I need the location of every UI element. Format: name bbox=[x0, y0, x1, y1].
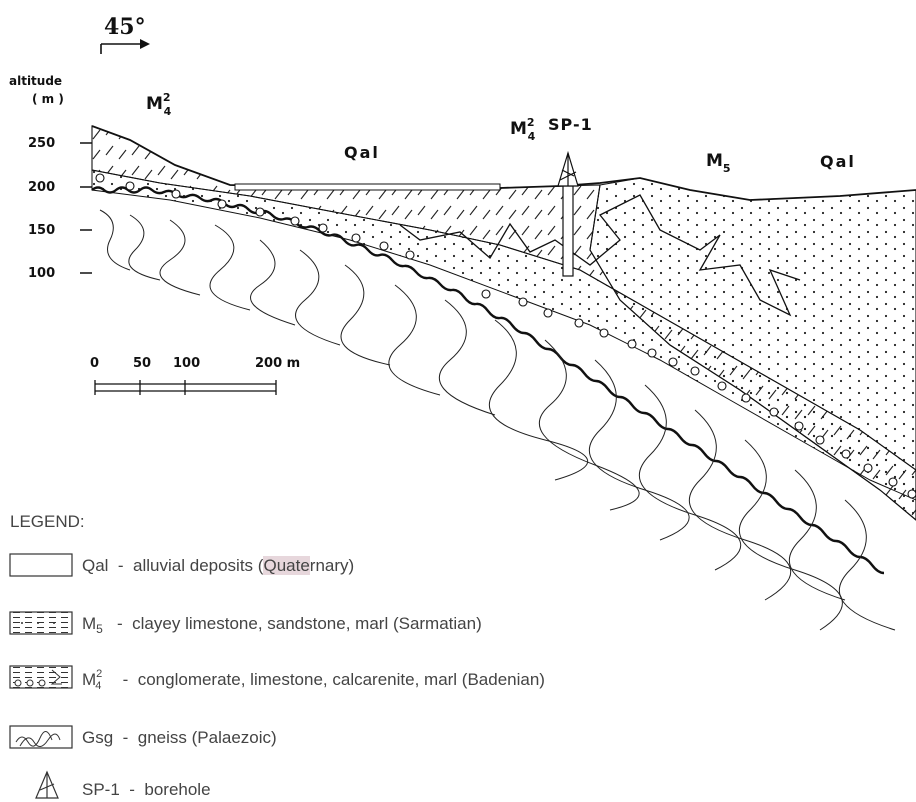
legend-item-m5: M5 - clayey limestone, sandstone, marl (… bbox=[82, 614, 482, 636]
altitude-tick-label: 200 bbox=[28, 180, 56, 195]
label-qal-left: Qal bbox=[344, 143, 380, 162]
altitude-axis bbox=[80, 142, 92, 274]
terrain-surface bbox=[91, 125, 916, 201]
legend-item-borehole: SP-1 - borehole bbox=[82, 780, 211, 799]
scale-tick-label: 50 bbox=[133, 356, 152, 371]
label-m4-left: M24 bbox=[146, 91, 172, 118]
scale-tick-label: 100 bbox=[173, 356, 201, 371]
scale-bar bbox=[94, 380, 277, 395]
m4-conglomerate-strip bbox=[91, 169, 916, 501]
orientation-arrow bbox=[100, 39, 150, 54]
qal-lens-left bbox=[234, 183, 501, 191]
altitude-tick-label: 100 bbox=[28, 266, 56, 281]
legend-swatch-qal bbox=[9, 553, 73, 577]
altitude-tick-label: 150 bbox=[28, 223, 56, 238]
label-m4-mid: M24 bbox=[510, 116, 536, 143]
legend-title: LEGEND: bbox=[10, 512, 85, 531]
orientation-label: 45° bbox=[104, 14, 146, 40]
legend-item-qal: Qal - alluvial deposits (Quaternary) bbox=[82, 556, 355, 575]
legend-swatch-m5 bbox=[9, 611, 73, 635]
altitude-axis-unit: ( m ) bbox=[32, 92, 64, 106]
label-borehole: SP-1 bbox=[548, 115, 593, 134]
conglomerate-pebbles bbox=[95, 173, 916, 499]
label-qal-right: Qal bbox=[820, 152, 856, 171]
interfingering-boundary bbox=[399, 194, 801, 317]
legend-swatch-gsg bbox=[9, 725, 73, 749]
gneiss-folds bbox=[99, 209, 896, 631]
legend-swatch-m4 bbox=[9, 665, 73, 689]
scale-tick-label: 0 bbox=[90, 356, 100, 371]
label-m5: M5 bbox=[706, 151, 731, 175]
altitude-axis-label: altitude bbox=[9, 74, 63, 88]
legend-swatch-borehole bbox=[35, 770, 59, 799]
legend-item-gsg: Gsg - gneiss (Palaezoic) bbox=[82, 728, 277, 747]
altitude-tick-label: 250 bbox=[28, 136, 56, 151]
borehole-symbol bbox=[557, 150, 579, 277]
scale-tick-label: 200 m bbox=[255, 356, 301, 371]
legend-item-m4: M24 - conglomerate, limestone, calcareni… bbox=[82, 668, 545, 692]
